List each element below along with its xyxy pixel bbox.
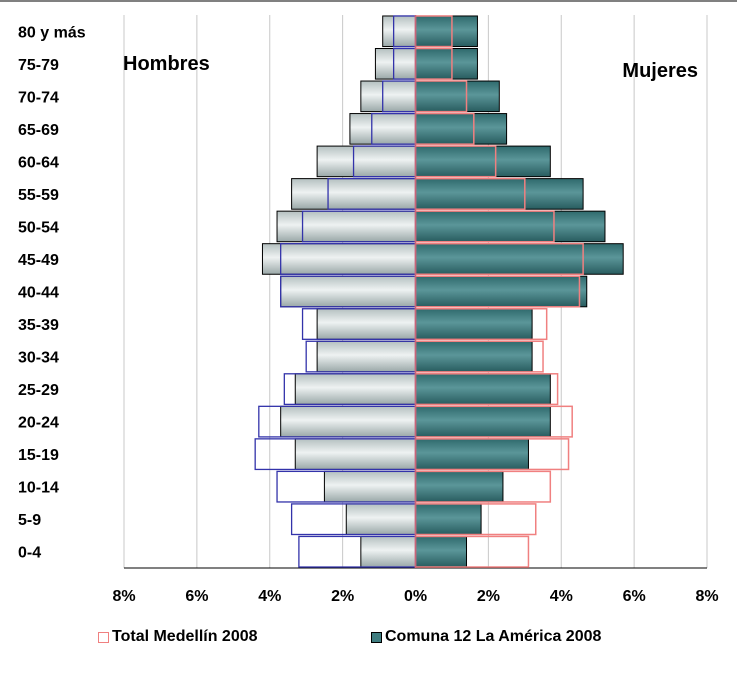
category-label: 20-24 bbox=[18, 415, 59, 432]
bar-comuna-women bbox=[415, 308, 533, 340]
bar-comuna-men bbox=[280, 275, 416, 308]
bar-comuna-men bbox=[316, 308, 416, 340]
x-tick-label: 2% bbox=[477, 588, 500, 605]
category-label: 40-44 bbox=[18, 285, 59, 302]
bar-comuna-men bbox=[294, 373, 417, 405]
bar-comuna-men bbox=[349, 113, 417, 145]
bar-comuna-men bbox=[360, 535, 416, 568]
bar-comuna-women bbox=[415, 210, 606, 243]
category-label: 45-49 bbox=[18, 252, 59, 269]
bar-comuna-men bbox=[276, 210, 416, 243]
legend: Total Medellín 2008 Comuna 12 La América… bbox=[0, 628, 737, 658]
bar-comuna-women bbox=[415, 48, 478, 80]
category-label: 55-59 bbox=[18, 187, 59, 204]
bar-comuna-women bbox=[415, 275, 588, 308]
category-label: 75-79 bbox=[18, 57, 59, 74]
bar-comuna-women bbox=[415, 340, 533, 373]
x-tick-label: 8% bbox=[112, 588, 135, 605]
annotation-hombres: Hombres bbox=[123, 53, 210, 75]
category-label: 0-4 bbox=[18, 545, 41, 562]
legend-item-comuna-12: Comuna 12 La América 2008 bbox=[371, 628, 601, 646]
bar-comuna-women bbox=[415, 80, 500, 113]
category-label: 15-19 bbox=[18, 447, 59, 464]
x-tick-label: 4% bbox=[550, 588, 573, 605]
category-label: 60-64 bbox=[18, 154, 59, 171]
category-label: 70-74 bbox=[18, 89, 59, 106]
legend-swatch-total-medellin bbox=[98, 631, 109, 643]
bar-comuna-women bbox=[415, 503, 482, 535]
bar-comuna-men bbox=[323, 470, 416, 503]
legend-label-total-medellin: Total Medellín 2008 bbox=[112, 628, 258, 645]
category-label: 50-54 bbox=[18, 219, 59, 236]
x-tick-label: 6% bbox=[623, 588, 646, 605]
bar-comuna-men bbox=[280, 405, 416, 438]
legend-item-total-medellin: Total Medellín 2008 bbox=[98, 628, 258, 646]
bars-layer bbox=[254, 15, 624, 568]
bar-comuna-women bbox=[415, 113, 508, 145]
bar-comuna-men bbox=[316, 145, 416, 178]
bar-comuna-men bbox=[345, 503, 416, 535]
bar-comuna-women bbox=[415, 405, 551, 438]
category-label: 35-39 bbox=[18, 317, 59, 334]
bar-comuna-men bbox=[316, 340, 416, 373]
x-tick-label: 4% bbox=[258, 588, 281, 605]
category-label: 30-34 bbox=[18, 350, 59, 367]
category-label: 5-9 bbox=[18, 512, 41, 529]
bar-comuna-women bbox=[415, 535, 468, 568]
x-tick-label: 8% bbox=[695, 588, 718, 605]
bar-comuna-men bbox=[291, 178, 416, 210]
x-tick-label: 2% bbox=[331, 588, 354, 605]
bar-comuna-women bbox=[415, 178, 584, 210]
bar-comuna-women bbox=[415, 438, 529, 470]
x-tick-label: 0% bbox=[404, 588, 427, 605]
bar-comuna-women bbox=[415, 243, 624, 275]
bar-comuna-women bbox=[415, 470, 504, 503]
bar-comuna-men bbox=[360, 80, 416, 113]
bar-comuna-men bbox=[261, 243, 416, 275]
category-label: 65-69 bbox=[18, 122, 59, 139]
annotation-mujeres: Mujeres bbox=[622, 60, 698, 82]
labels-layer: 0-4 5-9 10-14 15-19 20-24 25-29 30-34 35-39 40-4… bbox=[18, 24, 719, 605]
legend-swatch-comuna-12 bbox=[371, 631, 382, 643]
bar-comuna-women bbox=[415, 145, 551, 178]
bar-comuna-men bbox=[294, 438, 417, 470]
category-label: 80 y más bbox=[18, 24, 86, 41]
x-tick-label: 6% bbox=[185, 588, 208, 605]
bar-comuna-men bbox=[374, 48, 417, 80]
category-label: 25-29 bbox=[18, 382, 59, 399]
bar-comuna-men bbox=[382, 15, 416, 48]
bar-comuna-women bbox=[415, 373, 551, 405]
legend-label-comuna-12: Comuna 12 La América 2008 bbox=[385, 628, 602, 645]
bar-comuna-women bbox=[415, 15, 478, 48]
category-label: 10-14 bbox=[18, 480, 59, 497]
